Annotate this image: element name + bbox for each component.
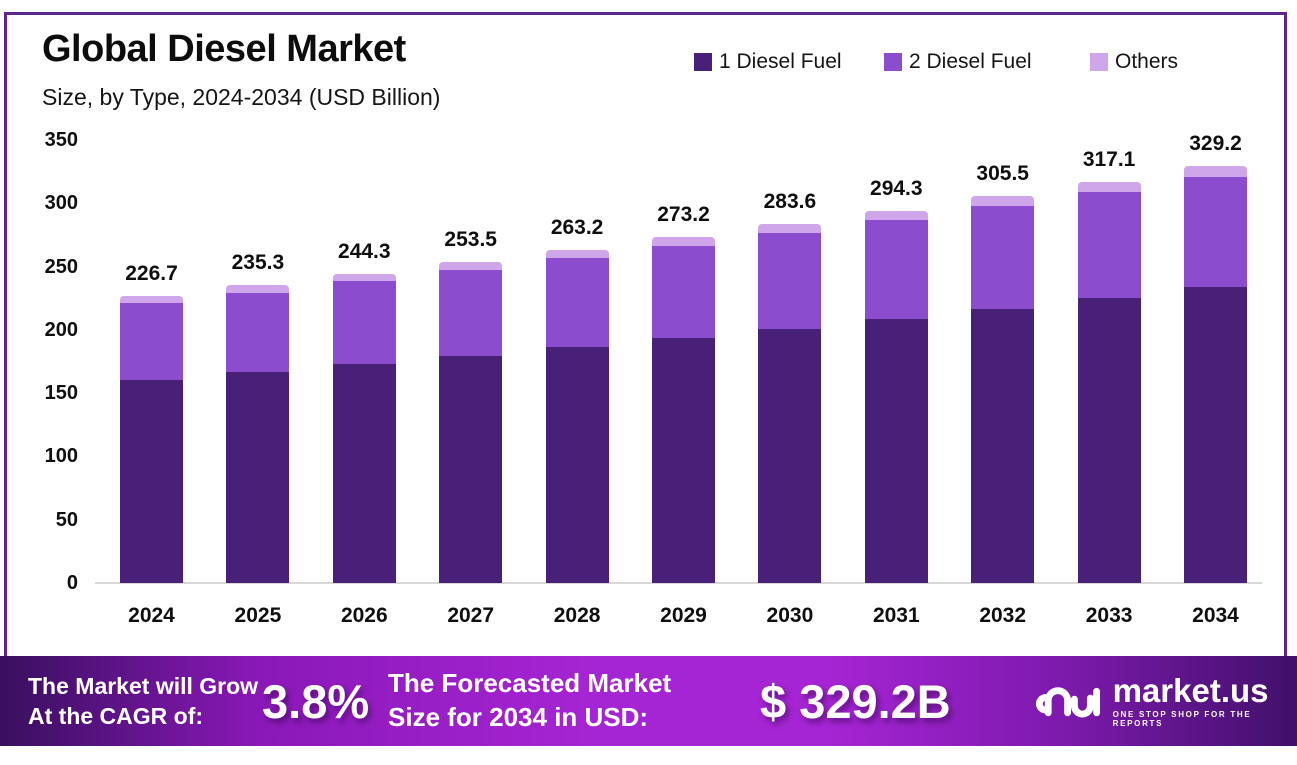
bar-segment-others-2028 — [545, 249, 609, 259]
bar-segment-2-diesel-fuel-2027 — [439, 269, 503, 356]
market-us-logo-icon — [1035, 686, 1101, 717]
x-axis-label-2027: 2027 — [447, 604, 495, 627]
bar-segment-1-diesel-fuel-2027 — [439, 355, 503, 583]
bar-segment-others-2030 — [758, 224, 822, 233]
y-axis-tick-350: 350 — [44, 129, 78, 151]
bar-segment-2-diesel-fuel-2026 — [332, 281, 396, 365]
y-axis-tick-250: 250 — [44, 255, 78, 278]
y-axis-tick-100: 100 — [44, 445, 78, 468]
bar-total-label-2034: 329.2 — [1189, 132, 1242, 156]
y-axis-tick-0: 0 — [66, 572, 78, 594]
cagr-value: 3.8% — [262, 674, 370, 728]
x-axis-baseline — [95, 582, 1262, 584]
bar-total-label-2027: 253.5 — [444, 228, 497, 252]
bar-segment-1-diesel-fuel-2028 — [545, 347, 609, 583]
bar-segment-1-diesel-fuel-2031 — [864, 318, 928, 583]
logo-text-block: market.us ONE STOP SHOP FOR THE REPORTS — [1113, 674, 1297, 728]
bar-total-label-2033: 317.1 — [1082, 147, 1136, 171]
x-axis-label-2032: 2032 — [979, 604, 1027, 627]
forecast-label-line1: The Forecasted Market — [388, 668, 672, 698]
bar-segment-1-diesel-fuel-2032 — [971, 308, 1035, 583]
bar-segment-others-2029 — [652, 237, 715, 246]
x-axis-label-2028: 2028 — [553, 604, 601, 627]
x-axis-label-2026: 2026 — [340, 604, 388, 627]
legend-swatch-1-diesel-fuel — [694, 53, 712, 71]
bar-segment-1-diesel-fuel-2034 — [1184, 287, 1247, 583]
legend-label: Others — [1115, 50, 1179, 73]
page-title: Global Diesel Market — [42, 28, 406, 70]
bar-segment-others-2027 — [439, 262, 503, 270]
x-axis-label-2033: 2033 — [1085, 604, 1133, 627]
bar-total-label-2031: 294.3 — [870, 176, 923, 200]
bar-segment-2-diesel-fuel-2028 — [545, 258, 609, 348]
legend-item-others: Others — [1090, 50, 1178, 74]
logo-wordmark: market.us — [1112, 672, 1269, 709]
bar-segment-others-2024 — [120, 296, 183, 304]
x-axis-label-2025: 2025 — [234, 604, 282, 627]
bar-total-label-2025: 235.3 — [231, 251, 285, 275]
bar-segment-2-diesel-fuel-2032 — [971, 205, 1035, 309]
bar-segment-1-diesel-fuel-2033 — [1077, 298, 1141, 583]
cagr-label: The Market will Grow At the CAGR of: — [28, 671, 258, 732]
chart-frame — [4, 12, 1287, 743]
bar-segment-1-diesel-fuel-2026 — [332, 364, 396, 583]
market-us-logo: market.us ONE STOP SHOP FOR THE REPORTS — [1030, 656, 1297, 746]
forecast-label-line2: Size for 2034 in USD: — [388, 701, 649, 732]
y-axis-tick-300: 300 — [44, 192, 78, 215]
bar-segment-2-diesel-fuel-2025 — [226, 292, 290, 373]
x-axis-label-2024: 2024 — [128, 604, 175, 627]
bar-segment-others-2026 — [332, 273, 396, 282]
bar-segment-1-diesel-fuel-2029 — [652, 337, 715, 583]
bar-segment-others-2032 — [971, 196, 1035, 206]
legend-swatch-others — [1090, 53, 1108, 71]
x-axis-label-2034: 2034 — [1192, 604, 1239, 627]
bar-segment-others-2031 — [864, 210, 928, 220]
bar-segment-1-diesel-fuel-2025 — [226, 372, 290, 583]
forecast-label: The Forecasted Market Size for 2034 in U… — [388, 667, 671, 735]
legend-label: 1 Diesel Fuel — [719, 50, 842, 73]
bar-segment-others-2034 — [1184, 166, 1247, 177]
bar-segment-others-2033 — [1077, 181, 1141, 192]
bar-total-label-2024: 226.7 — [125, 262, 178, 286]
bar-segment-2-diesel-fuel-2034 — [1184, 176, 1247, 288]
bar-total-label-2026: 244.3 — [338, 239, 391, 263]
page-subtitle: Size, by Type, 2024-2034 (USD Billion) — [42, 84, 441, 110]
legend-label: 2 Diesel Fuel — [909, 50, 1032, 73]
legend-item-2-diesel-fuel: 2 Diesel Fuel — [884, 50, 1032, 74]
bar-total-label-2028: 263.2 — [550, 215, 604, 239]
x-axis-label-2029: 2029 — [660, 604, 707, 627]
bar-segment-1-diesel-fuel-2030 — [758, 328, 822, 583]
x-axis-label-2031: 2031 — [872, 604, 920, 627]
bar-total-label-2029: 273.2 — [657, 203, 710, 227]
y-axis-tick-200: 200 — [44, 318, 78, 341]
x-axis-label-2030: 2030 — [766, 604, 814, 627]
bar-segment-2-diesel-fuel-2031 — [864, 219, 928, 319]
logo-tagline: ONE STOP SHOP FOR THE REPORTS — [1112, 710, 1252, 728]
cagr-label-line2: At the CAGR of: — [28, 703, 204, 730]
bar-total-label-2030: 283.6 — [763, 190, 817, 214]
forecast-value: $ 329.2B — [760, 674, 951, 728]
bar-segment-1-diesel-fuel-2024 — [120, 380, 183, 583]
bar-segment-others-2025 — [226, 285, 290, 293]
bar-segment-2-diesel-fuel-2024 — [120, 303, 183, 381]
y-axis-tick-50: 50 — [55, 508, 78, 531]
bar-segment-2-diesel-fuel-2033 — [1077, 191, 1141, 299]
bar-total-label-2032: 305.5 — [976, 162, 1029, 186]
y-axis-tick-150: 150 — [44, 382, 78, 405]
legend-swatch-2-diesel-fuel — [884, 53, 902, 71]
footer-banner: The Market will Grow At the CAGR of: 3.8… — [0, 656, 1297, 746]
bar-segment-2-diesel-fuel-2030 — [758, 232, 822, 329]
cagr-label-line1: The Market will Grow — [28, 673, 259, 699]
legend-item-1-diesel-fuel: 1 Diesel Fuel — [694, 50, 842, 74]
bar-segment-2-diesel-fuel-2029 — [652, 245, 715, 338]
